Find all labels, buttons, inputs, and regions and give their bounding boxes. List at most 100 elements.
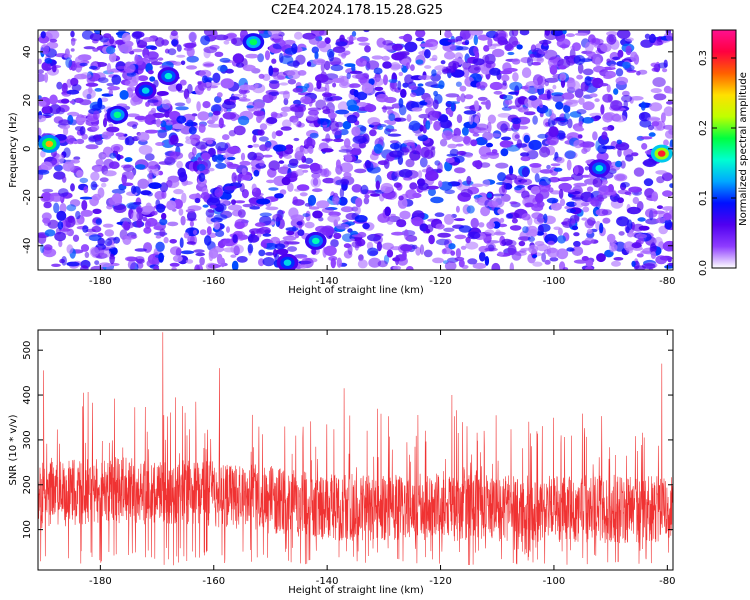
heatmap-blob [462, 135, 471, 145]
heatmap-blob [549, 257, 559, 262]
heatmap-blob [631, 260, 636, 267]
heatmap-blob [414, 133, 424, 137]
heatmap-blob [444, 189, 456, 195]
heatmap-blob [478, 222, 485, 228]
heatmap-blob [99, 249, 112, 258]
heatmap-blob [56, 81, 63, 90]
heatmap-blob [258, 226, 271, 235]
heatmap-blob [537, 133, 548, 139]
heatmap-blob [376, 241, 382, 252]
heatmap-blob [373, 143, 383, 154]
heatmap-blob [182, 181, 194, 185]
heatmap-blob [470, 139, 478, 147]
heatmap-blob [329, 120, 339, 132]
heatmap-blob [630, 51, 638, 62]
heatmap-blob [594, 115, 602, 120]
heatmap-blob [419, 244, 425, 255]
heatmap-blob [585, 51, 596, 57]
heatmap-blob [456, 95, 461, 103]
heatmap-blob [484, 229, 495, 235]
heatmap-blob [271, 113, 283, 119]
heatmap-blob [41, 191, 52, 202]
heatmap-blob [202, 61, 215, 68]
heatmap-blob [280, 106, 293, 112]
heatmap-blob [501, 74, 510, 82]
heatmap-blob [500, 148, 509, 157]
heatmap-blob [482, 179, 491, 187]
heatmap-blob [428, 234, 435, 245]
heatmap-blob [332, 78, 345, 83]
heatmap-blob [640, 250, 650, 254]
heatmap-blob [520, 152, 530, 157]
heatmap-blob [574, 199, 585, 208]
heatmap-blob [559, 72, 567, 81]
heatmap-blob [63, 147, 71, 158]
heatmap-blob [465, 241, 479, 250]
heatmap-blob [465, 236, 471, 244]
heatmap-blob [621, 94, 633, 103]
heatmap-blob [202, 204, 209, 208]
heatmap-blob [153, 265, 160, 270]
heatmap-blob [533, 79, 538, 87]
heatmap-blob [159, 228, 166, 238]
heatmap-blob [373, 67, 383, 75]
heatmap-blob [656, 205, 664, 210]
heatmap-blob [382, 40, 394, 46]
heatmap-blob [324, 37, 331, 44]
heatmap-blob [430, 196, 444, 204]
heatmap-blob [253, 101, 265, 110]
heatmap-blob [101, 182, 107, 188]
heatmap-blob [220, 78, 235, 89]
heatmap-blob [136, 218, 143, 228]
heatmap-blob [518, 240, 526, 247]
heatmap-blob [521, 213, 531, 221]
heatmap-blob [109, 36, 115, 45]
heatmap-blob [627, 206, 641, 215]
heatmap-blob [544, 77, 559, 83]
heatmap-blob [174, 102, 186, 107]
heatmap-blob [175, 106, 189, 111]
heatmap-blob [371, 55, 383, 60]
heatmap-x-tick-label: -100 [543, 276, 566, 287]
heatmap-blob [152, 112, 166, 119]
heatmap-blob [646, 116, 661, 122]
heatmap-blob [216, 92, 223, 98]
heatmap-blob [538, 176, 551, 186]
heatmap-blob [314, 51, 319, 60]
heatmap-blob [650, 242, 656, 252]
heatmap-blob [469, 30, 483, 36]
heatmap-blob [523, 134, 530, 144]
heatmap-blob [343, 172, 352, 178]
heatmap-blob [664, 218, 673, 230]
heatmap-blob [103, 117, 107, 128]
heatmap-blob [462, 67, 470, 78]
heatmap-blob [210, 217, 223, 223]
heatmap-blob [252, 134, 257, 143]
heatmap-blob [602, 179, 608, 185]
heatmap-blob [342, 120, 352, 130]
heatmap-blob [285, 227, 299, 232]
heatmap-blob [666, 100, 673, 105]
heatmap-blob [240, 152, 246, 161]
heatmap-blob [135, 205, 144, 214]
heatmap-blob [330, 257, 336, 269]
heatmap-blob [163, 236, 169, 244]
heatmap-blob [351, 234, 364, 238]
heatmap-blob [493, 90, 503, 95]
heatmap-blob [552, 94, 565, 103]
heatmap-blob [84, 251, 90, 258]
heatmap-blob [264, 50, 271, 61]
heatmap-blob [339, 81, 350, 89]
colorbar-ticks: 0.0 0.1 0.2 0.3 [698, 50, 736, 276]
heatmap-blob [256, 114, 262, 124]
heatmap-blob [584, 166, 589, 171]
heatmap-blob [500, 123, 508, 133]
heatmap-blob [90, 171, 100, 181]
heatmap-blob [460, 245, 467, 250]
heatmap-blob [176, 54, 186, 58]
heatmap-blob [215, 142, 229, 151]
heatmap-blob [340, 178, 349, 185]
heatmap-blob [651, 120, 660, 127]
heatmap-blob [279, 39, 286, 47]
heatmap-blob [645, 218, 659, 225]
